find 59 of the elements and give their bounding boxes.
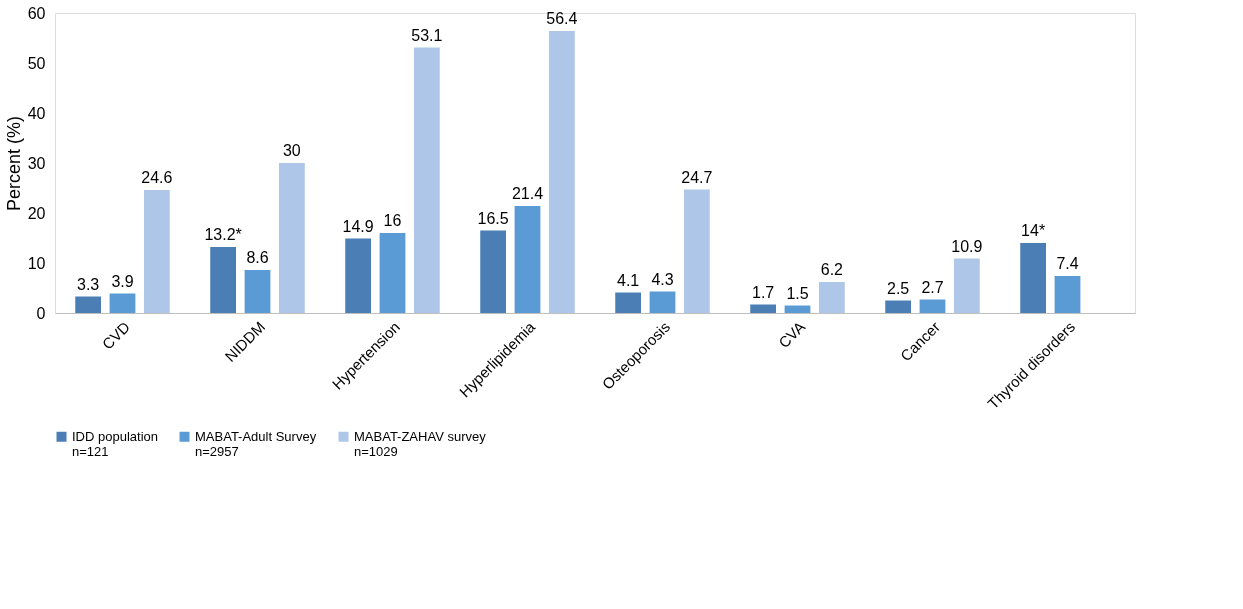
y-axis-title: Percent (%): [3, 115, 24, 212]
data-label: 14.9: [342, 217, 374, 235]
data-label: 3.9: [111, 272, 134, 290]
legend-label: MABAT-ZAHAV survey n=1029: [354, 428, 487, 459]
data-label: 2.7: [921, 278, 944, 296]
data-label: 56.4: [546, 10, 578, 27]
data-label: 24.7: [681, 168, 713, 186]
y-tick-label: 0: [36, 304, 46, 322]
bar: [413, 47, 440, 313]
data-label: 53.1: [411, 26, 443, 44]
bar: [1054, 276, 1081, 313]
bar: [750, 304, 777, 313]
data-label: 16: [383, 212, 402, 229]
data-label: 8.6: [246, 249, 269, 266]
bar: [379, 233, 406, 313]
data-label: 10.9: [951, 237, 983, 255]
bar: [210, 247, 237, 313]
data-label: 7.4: [1056, 255, 1079, 272]
y-tick-label: 40: [27, 104, 46, 122]
bar: [784, 305, 811, 313]
data-label: 4.1: [617, 271, 640, 289]
data-label: 21.4: [511, 185, 544, 202]
bar: [143, 190, 170, 313]
legend-label: MABAT-Adult Survey n=2957: [195, 428, 317, 459]
y-tick-label: 30: [27, 154, 46, 172]
data-label: 2.5: [887, 279, 910, 297]
bar: [818, 282, 845, 313]
bar: [345, 238, 372, 313]
y-tick-label: 60: [27, 4, 46, 22]
data-label: 13.2*: [204, 226, 242, 243]
bar: [1020, 243, 1047, 313]
bar: [548, 31, 575, 313]
data-label: 14*: [1021, 222, 1046, 239]
bar: [649, 291, 676, 313]
bar: [480, 230, 507, 313]
bar: [615, 292, 642, 313]
y-tick-label: 10: [27, 254, 46, 272]
y-tick-label: 20: [27, 204, 46, 222]
x-tick-label: CVA: [775, 318, 809, 352]
bar: [109, 293, 136, 313]
x-tick-label: CVD: [98, 317, 134, 353]
bar: [514, 206, 541, 313]
data-label: 30: [282, 142, 301, 159]
bar: [885, 300, 912, 313]
data-label: 16.5: [477, 209, 509, 227]
data-label: 24.6: [141, 169, 173, 186]
data-label: 1.7: [752, 283, 775, 301]
bar: [75, 296, 102, 313]
bar: [244, 270, 271, 313]
legend-label: IDD population n=121: [72, 428, 158, 459]
bar: [683, 189, 710, 313]
data-label: 4.3: [651, 270, 674, 288]
bar: [953, 258, 980, 313]
bar: [278, 163, 305, 313]
data-label: 3.3: [77, 275, 100, 293]
y-tick-label: 50: [27, 54, 46, 72]
bar: [919, 299, 946, 313]
data-label: 6.2: [820, 261, 844, 278]
data-label: 1.5: [786, 284, 809, 302]
